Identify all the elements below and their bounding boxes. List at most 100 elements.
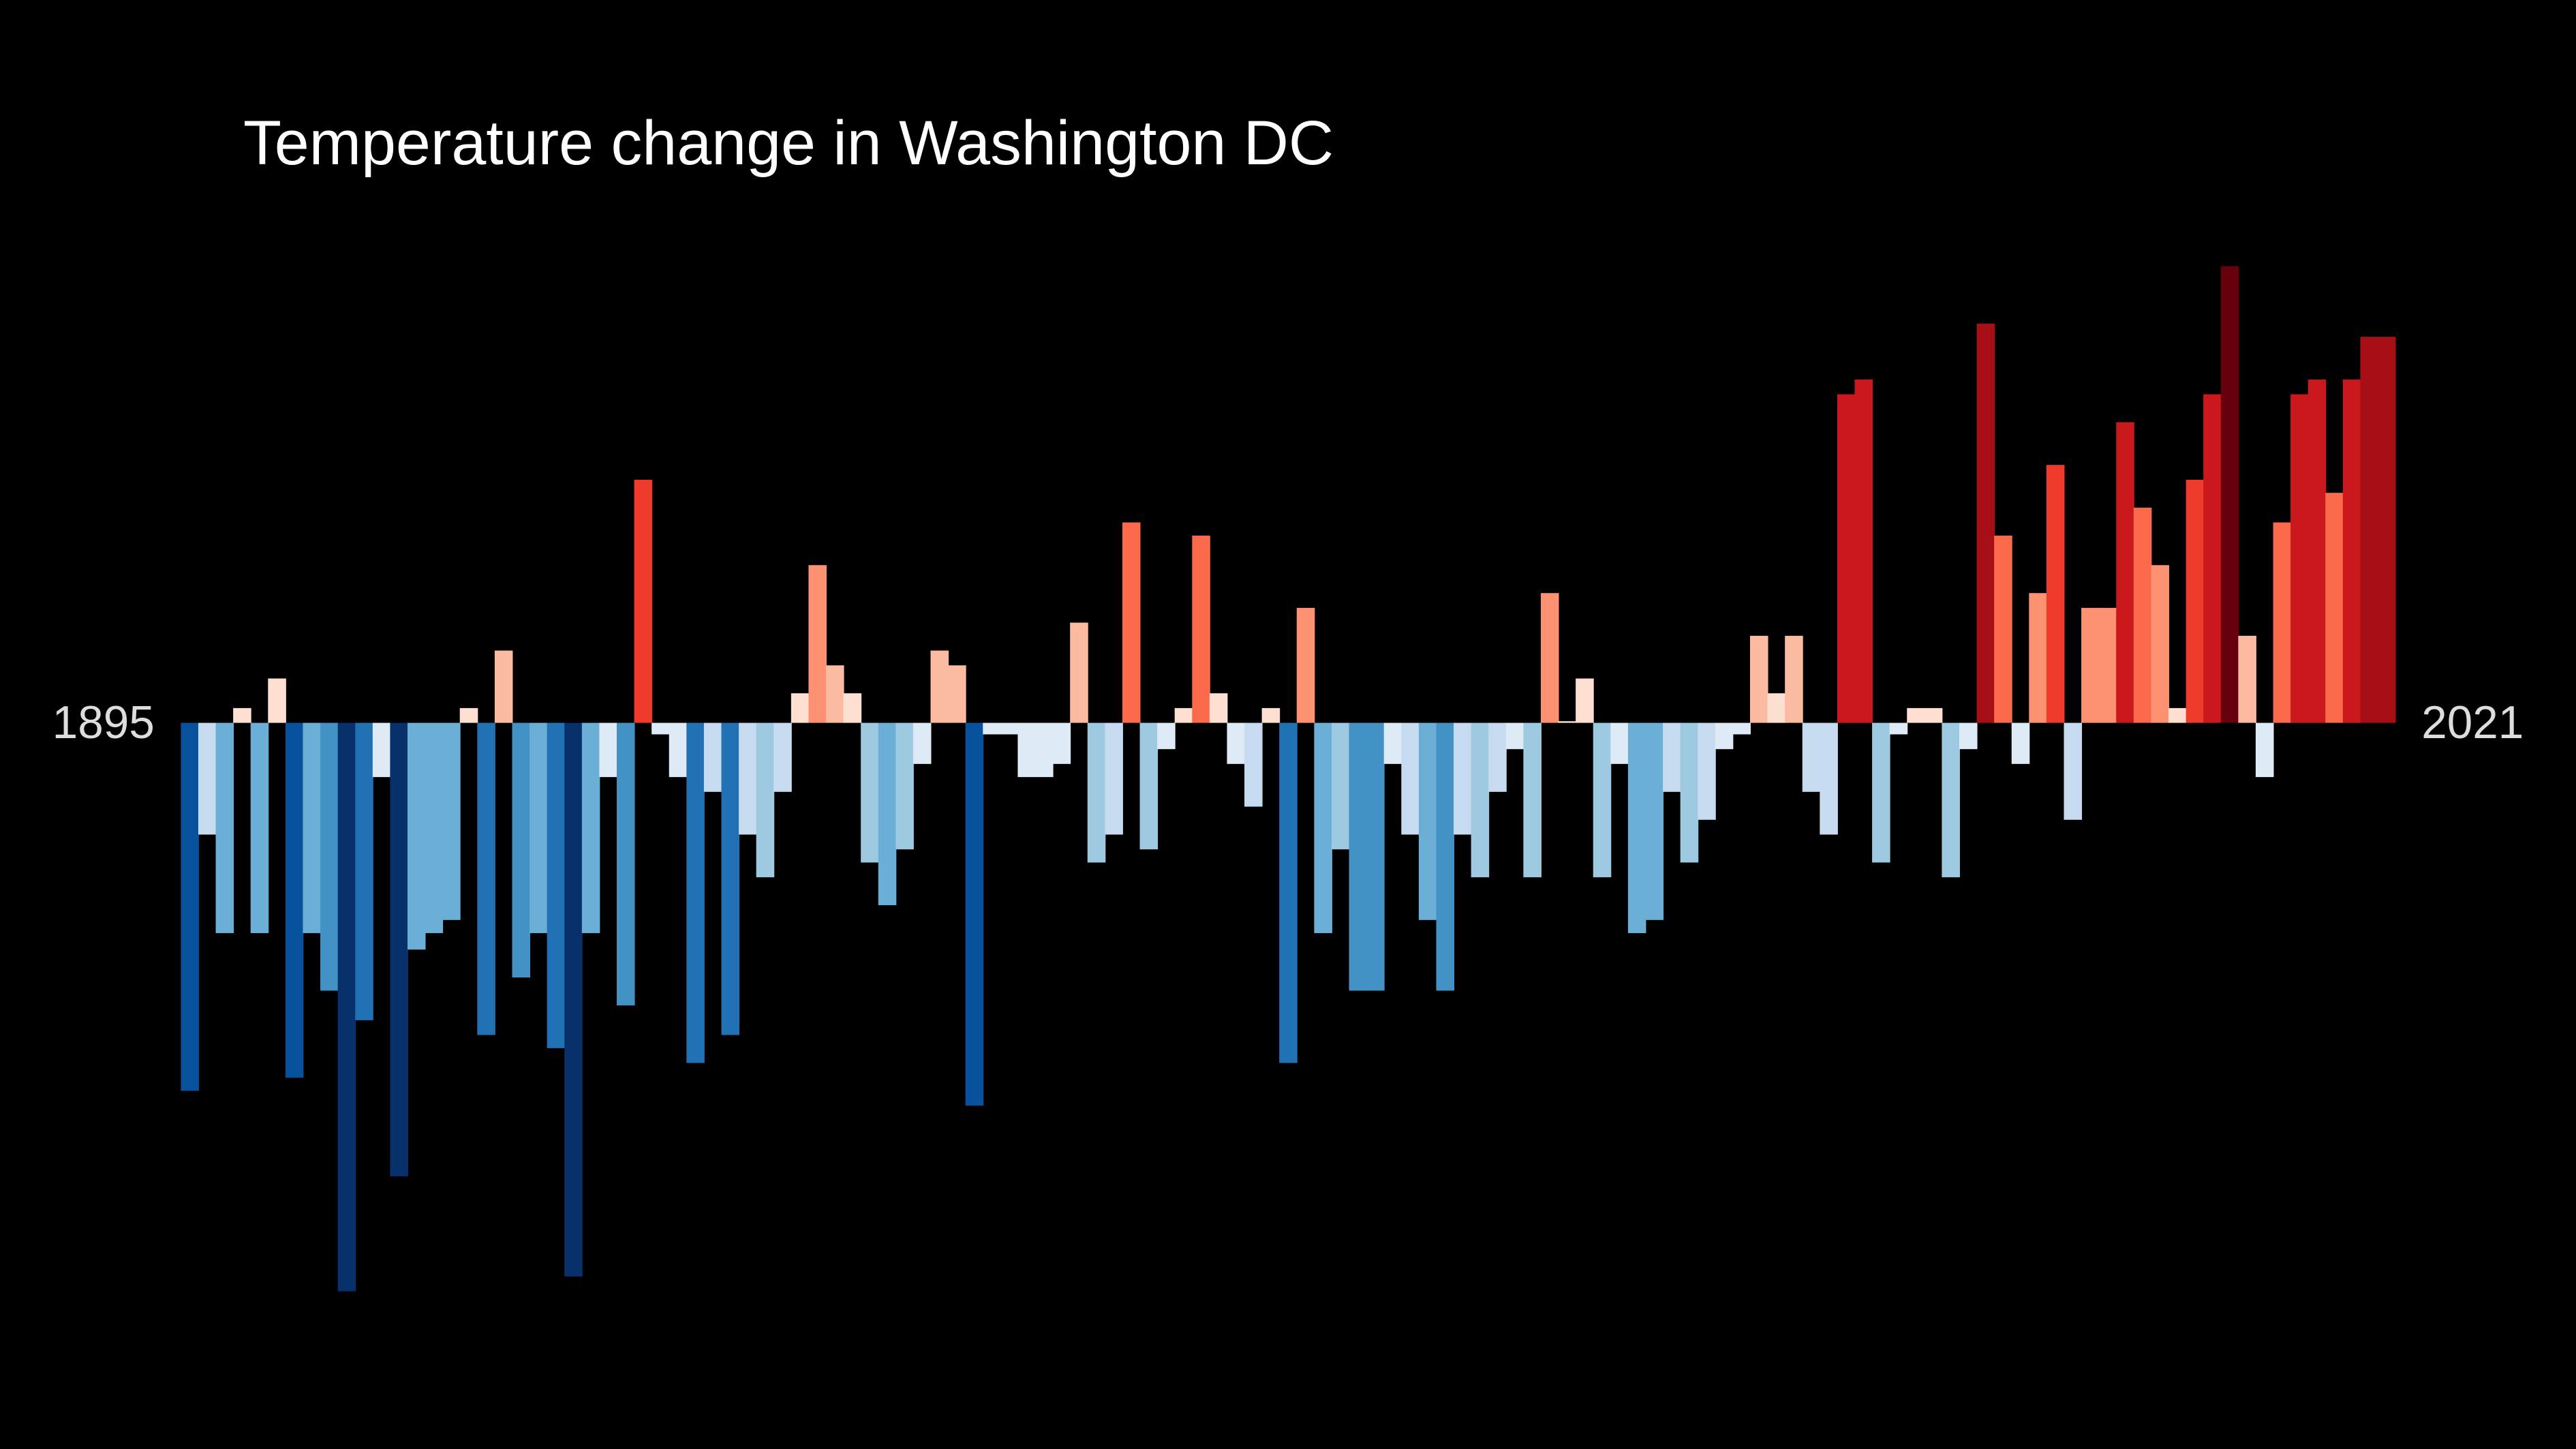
bar [2342, 379, 2361, 723]
bar [895, 722, 914, 850]
bar [634, 479, 653, 723]
bar [233, 707, 251, 723]
bar [1436, 722, 1455, 991]
bar [1959, 722, 1978, 750]
bar [564, 722, 583, 1277]
bar [285, 722, 304, 1078]
bar [1296, 607, 1315, 723]
bar [2133, 507, 2152, 723]
bar [250, 722, 269, 934]
bar [355, 722, 373, 1020]
bar [581, 722, 600, 934]
bar [1802, 722, 1821, 792]
chart-title: Temperature change in Washington DC [243, 108, 1334, 178]
bar [1017, 722, 1036, 778]
bar [1383, 722, 1402, 764]
bar [425, 722, 444, 934]
bar [1610, 722, 1629, 764]
bar [686, 722, 705, 1063]
bar [512, 722, 531, 978]
bar [1732, 722, 1751, 735]
bar [181, 722, 199, 1091]
bar [739, 722, 757, 835]
bar [1924, 707, 1943, 723]
bar [1192, 535, 1210, 723]
bar [1349, 722, 1368, 991]
bar [372, 722, 391, 778]
bar [1749, 635, 1768, 723]
bar [1558, 721, 1577, 723]
bar [1157, 722, 1176, 750]
bar [2307, 379, 2327, 723]
bar [2064, 722, 2083, 820]
bar [1715, 722, 1734, 750]
bar [1139, 722, 1159, 850]
bar [1540, 593, 1559, 723]
bar [1244, 722, 1263, 807]
bar [826, 665, 844, 723]
bar [2168, 707, 2187, 723]
bar [1767, 693, 1786, 723]
bar [2098, 607, 2117, 723]
bar [1488, 722, 1507, 792]
bar [1279, 722, 1298, 1063]
bar [669, 722, 688, 778]
bar [2081, 607, 2100, 723]
bar [459, 707, 478, 723]
bar [791, 693, 810, 723]
bar [2186, 479, 2205, 723]
bar [1889, 722, 1908, 735]
bar [1837, 394, 1856, 723]
bar [599, 722, 617, 778]
bar [2151, 565, 2169, 723]
bar [2116, 422, 2134, 723]
bar [1052, 722, 1071, 764]
bar [407, 722, 426, 950]
x-tick-label: 2021 [2421, 697, 2524, 748]
bar [1593, 722, 1612, 878]
bar [1872, 722, 1890, 863]
bar [268, 678, 286, 723]
bar [1994, 535, 2012, 723]
bar [2255, 722, 2274, 778]
bar [1942, 722, 1960, 878]
bar [703, 722, 722, 792]
bar [1454, 722, 1472, 835]
bar [878, 722, 897, 906]
bar [1122, 522, 1141, 723]
bar [1698, 722, 1716, 820]
bar [913, 722, 932, 764]
bar [1854, 379, 1873, 723]
bar [1663, 722, 1681, 792]
bar [616, 722, 635, 1006]
bar [2238, 635, 2256, 723]
bar [1174, 707, 1193, 723]
bar [1576, 678, 1594, 723]
bar [390, 722, 408, 1176]
bar [337, 722, 356, 1292]
bar [1785, 635, 1803, 723]
bar [547, 722, 566, 1048]
bar [948, 665, 966, 723]
bar [530, 722, 548, 934]
bar [1261, 707, 1281, 723]
bar [1227, 722, 1246, 764]
bar [2029, 593, 2047, 723]
bar [1505, 722, 1524, 750]
bar [198, 722, 217, 835]
bar [1314, 722, 1332, 934]
bar [2290, 394, 2309, 723]
bar [1471, 722, 1490, 878]
bar [2360, 337, 2379, 723]
bar [2273, 522, 2292, 723]
bar [477, 722, 495, 1035]
bar [1087, 722, 1106, 863]
bar [1976, 323, 1995, 723]
bar [651, 722, 670, 735]
bar [2046, 465, 2065, 723]
bar [2378, 337, 2396, 723]
bar [442, 722, 461, 920]
bar [1627, 722, 1646, 934]
